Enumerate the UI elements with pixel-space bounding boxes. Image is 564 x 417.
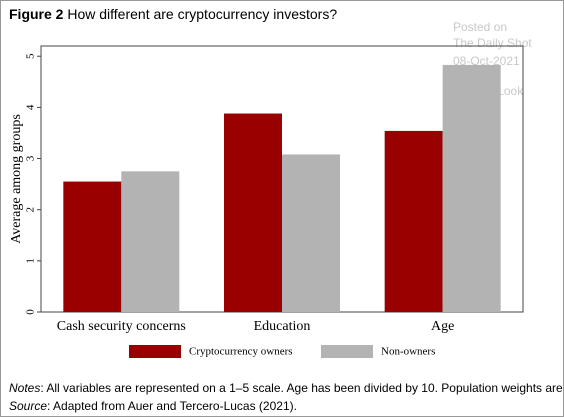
notes: Notes: All variables are represented on … — [9, 381, 563, 395]
y-tick-label: 0 — [25, 309, 37, 315]
watermark: 08-Oct-2021 — [453, 54, 520, 68]
legend-label: Cryptocurrency owners — [189, 346, 293, 358]
bar — [282, 154, 340, 312]
y-tick-label: 1 — [25, 258, 37, 264]
bar — [63, 181, 122, 312]
bar — [121, 171, 180, 312]
watermark: Posted on — [453, 20, 507, 34]
notes-text: : All variables are represented on a 1–5… — [40, 381, 563, 395]
legend-swatch — [321, 345, 373, 358]
x-tick-label: Education — [254, 319, 311, 334]
y-axis-label: Average among groups — [9, 114, 24, 244]
y-tick-label: 4 — [25, 104, 37, 110]
chart-title: Figure 2 How different are cryptocurrenc… — [9, 6, 337, 22]
bar — [442, 64, 501, 312]
figure-label: Figure 2 — [9, 6, 64, 22]
source-label: Source — [9, 399, 47, 413]
title-text: How different are cryptocurrency investo… — [67, 6, 337, 22]
bar — [384, 130, 443, 312]
legend-swatch — [129, 345, 181, 358]
notes-label: Notes — [9, 381, 40, 395]
y-tick-label: 3 — [25, 155, 37, 161]
source-text: : Adapted from Auer and Tercero-Lucas (2… — [47, 399, 297, 413]
y-tick-label: 2 — [25, 207, 37, 213]
y-tick-label: 5 — [25, 53, 37, 59]
x-tick-label: Age — [431, 319, 454, 334]
x-tick-label: Cash security concerns — [57, 319, 186, 334]
watermark: The Daily Shot — [453, 36, 532, 50]
source: Source: Adapted from Auer and Tercero-Lu… — [9, 399, 297, 413]
legend-label: Non-owners — [381, 346, 435, 358]
bar — [224, 113, 282, 313]
